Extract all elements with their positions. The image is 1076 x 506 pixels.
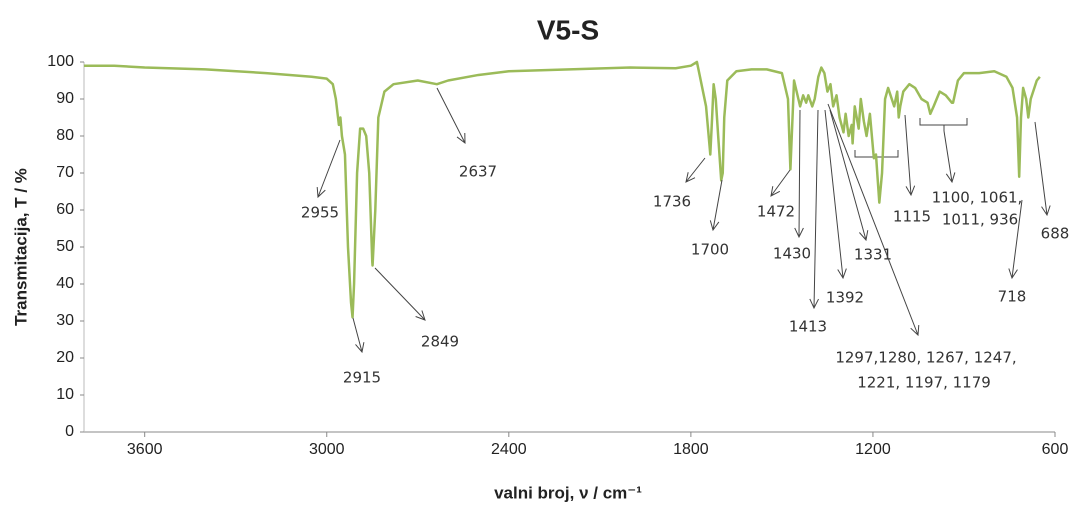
annotation-arrow	[436, 87, 466, 145]
annotation: 1297,1280, 1267, 1247,	[835, 349, 1016, 367]
annotation: 1392	[826, 289, 864, 307]
annotation: 1221, 1197, 1179	[857, 374, 991, 392]
annotation-arrow	[352, 317, 365, 354]
annotation: 2849	[421, 333, 459, 351]
annotation-arrow	[374, 267, 426, 321]
annotation-arrow	[1008, 199, 1023, 280]
annotation-arrow	[943, 130, 956, 184]
annotation-arrow	[685, 157, 706, 183]
annotation-arrow	[794, 109, 804, 239]
x-tick-label: 2400	[491, 441, 527, 458]
annotation: 1700	[691, 241, 729, 259]
y-tick-label: 70	[56, 164, 74, 181]
annotation: 1100, 1061,	[932, 189, 1023, 207]
annotation-arrow	[904, 114, 916, 197]
x-axis-title: valni broj, ν / cm⁻¹	[494, 483, 642, 502]
annotation-arrow	[770, 169, 791, 197]
annotation: 2955	[301, 204, 339, 222]
y-tick-label: 0	[65, 423, 74, 440]
annotation-arrow	[316, 139, 341, 199]
y-tick-label: 10	[56, 386, 74, 403]
y-tick-label: 90	[56, 90, 74, 107]
annotation: 2637	[459, 163, 497, 181]
y-tick-label: 100	[47, 53, 74, 70]
annotation-arrow	[827, 103, 920, 337]
y-tick-label: 80	[56, 127, 74, 144]
x-tick-label: 1200	[855, 441, 891, 458]
annotation: 1413	[789, 318, 827, 336]
y-axis-title: Transmitacija, T / %	[11, 168, 30, 326]
annotation: 1331	[854, 246, 892, 264]
x-tick-label: 3000	[309, 441, 345, 458]
annotation-arrow	[1034, 121, 1051, 217]
x-tick-label: 3600	[127, 441, 163, 458]
annotation: 718	[998, 288, 1027, 306]
x-tick-label: 1800	[673, 441, 709, 458]
annotation: 1472	[757, 203, 795, 221]
annotation: 1115	[893, 208, 931, 226]
x-tick-label: 600	[1042, 441, 1069, 458]
y-tick-label: 60	[56, 201, 74, 218]
y-tick-label: 40	[56, 275, 74, 292]
y-tick-label: 20	[56, 349, 74, 366]
annotation-arrow	[709, 179, 723, 232]
annotation-arrow	[824, 109, 847, 280]
annotation: 688	[1041, 225, 1070, 243]
y-tick-label: 30	[56, 312, 74, 329]
annotation: 1430	[773, 245, 811, 263]
y-tick-label: 50	[56, 238, 74, 255]
annotation: 2915	[343, 369, 381, 387]
annotation-arrow	[829, 109, 869, 242]
annotation: 1011, 936	[942, 211, 1018, 229]
chart-title: V5-S	[537, 14, 599, 45]
annotation: 1736	[653, 193, 691, 211]
spectrum-line	[84, 60, 1041, 319]
annotation-arrow	[809, 109, 819, 310]
bracket	[919, 118, 968, 131]
